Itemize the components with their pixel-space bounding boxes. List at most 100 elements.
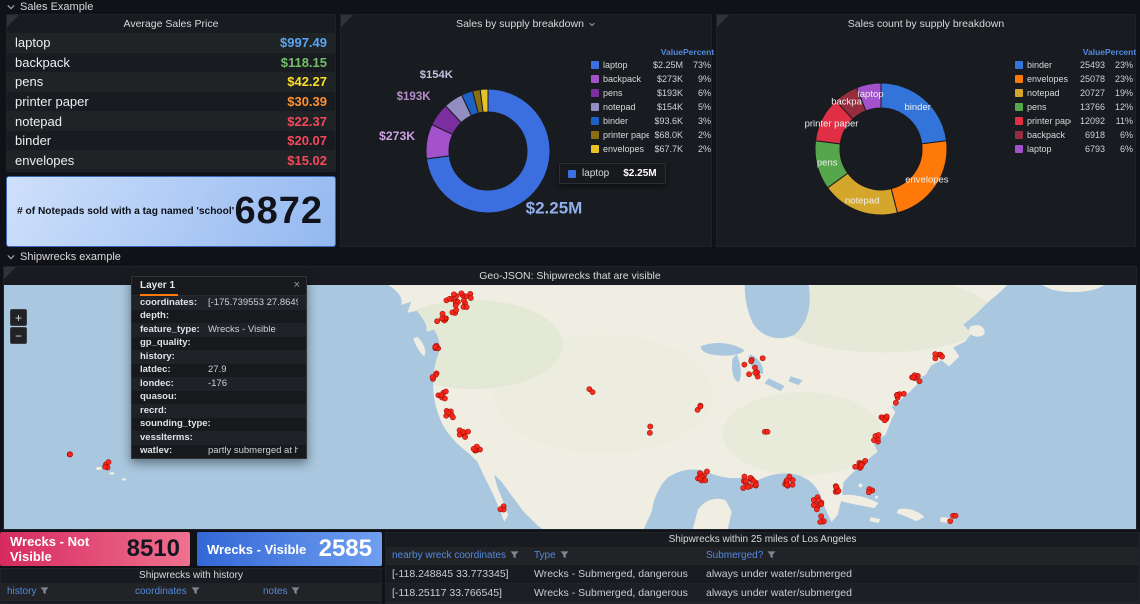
legend-item[interactable]: pens 13766 12% xyxy=(1015,100,1133,114)
legend-header-percent[interactable]: Percent xyxy=(1105,46,1137,57)
zoom-out-button[interactable]: − xyxy=(10,327,27,344)
map-marker[interactable] xyxy=(470,445,477,452)
table-header-submerged-[interactable]: Submerged? xyxy=(700,550,1139,562)
panel-title-sales-count[interactable]: Sales count by supply breakdown xyxy=(847,18,1005,30)
filter-icon[interactable] xyxy=(191,586,200,598)
map-marker[interactable] xyxy=(745,484,751,490)
panel-title-geomap[interactable]: Geo-JSON: Shipwrecks that are visible xyxy=(479,270,661,282)
map-marker[interactable] xyxy=(752,364,758,371)
legend-item[interactable]: binder 25493 23% xyxy=(1015,58,1133,72)
map-marker[interactable] xyxy=(741,473,748,480)
map-marker[interactable] xyxy=(463,304,470,310)
map-marker[interactable] xyxy=(439,315,446,322)
legend-item[interactable]: backpack 6918 6% xyxy=(1015,128,1133,142)
legend-header-value[interactable]: Value xyxy=(1082,46,1105,57)
map-marker[interactable] xyxy=(460,297,467,304)
map-marker[interactable] xyxy=(102,463,109,470)
pie-slice-envelopes[interactable] xyxy=(479,88,489,113)
map-marker[interactable] xyxy=(865,489,872,496)
map-marker[interactable] xyxy=(817,519,824,525)
map-marker[interactable] xyxy=(742,478,749,485)
map-marker[interactable] xyxy=(453,307,460,313)
legend-item[interactable]: printer paper 12092 11% xyxy=(1015,114,1133,128)
map-marker[interactable] xyxy=(910,374,917,381)
pie-slice-laptop[interactable] xyxy=(856,82,882,112)
filter-icon[interactable] xyxy=(767,550,776,562)
map-marker[interactable] xyxy=(932,351,939,358)
legend-item[interactable]: envelopes $67.7K 2% xyxy=(591,142,711,156)
map-marker[interactable] xyxy=(786,473,793,480)
legend-item[interactable]: binder $93.6K 3% xyxy=(591,114,711,128)
map-marker[interactable] xyxy=(445,409,452,416)
table-header-type[interactable]: Type xyxy=(528,550,700,562)
map-marker[interactable] xyxy=(746,371,752,378)
panel-title-sales-breakdown[interactable]: Sales by supply breakdown xyxy=(456,18,584,30)
map-marker[interactable] xyxy=(67,451,73,458)
panel-title-shipwrecks-la[interactable]: Shipwrecks within 25 miles of Los Angele… xyxy=(668,534,857,545)
map-marker[interactable] xyxy=(759,355,766,362)
map-marker[interactable] xyxy=(462,434,468,440)
map-marker[interactable] xyxy=(741,361,748,368)
map-marker[interactable] xyxy=(704,468,710,475)
map-marker[interactable] xyxy=(697,403,704,410)
map-marker[interactable] xyxy=(952,512,959,519)
panel-info-corner-icon[interactable] xyxy=(341,15,353,27)
legend-item[interactable]: laptop 6793 6% xyxy=(1015,142,1133,156)
map-marker[interactable] xyxy=(875,432,882,438)
panel-info-corner-icon[interactable] xyxy=(7,15,19,27)
row-header-shipwrecks[interactable]: Shipwrecks example xyxy=(7,251,121,263)
legend-item[interactable]: envelopes 25078 23% xyxy=(1015,72,1133,86)
map-marker[interactable] xyxy=(748,358,755,365)
map-marker[interactable] xyxy=(452,302,459,309)
table-header-nearby-wreck-coordinates[interactable]: nearby wreck coordinates xyxy=(386,550,528,562)
table-header-coordinates[interactable]: coordinates xyxy=(129,586,257,598)
pie-slice-binder[interactable] xyxy=(880,82,948,145)
map-marker[interactable] xyxy=(497,506,504,513)
map-marker[interactable] xyxy=(862,457,869,464)
map-marker[interactable] xyxy=(450,414,456,421)
map-marker[interactable] xyxy=(647,423,654,430)
map-marker[interactable] xyxy=(646,430,653,436)
map-marker[interactable] xyxy=(438,392,445,399)
map-marker[interactable] xyxy=(750,477,757,484)
filter-icon[interactable] xyxy=(40,586,50,598)
zoom-in-button[interactable]: + xyxy=(10,309,27,326)
map-marker[interactable] xyxy=(434,318,441,325)
map-marker[interactable] xyxy=(441,395,448,402)
map-marker[interactable] xyxy=(833,483,840,490)
panel-menu-caret-icon[interactable] xyxy=(588,15,596,33)
map-marker[interactable] xyxy=(752,370,759,376)
map-marker[interactable] xyxy=(883,413,890,420)
map-marker[interactable] xyxy=(764,428,771,435)
map-marker[interactable] xyxy=(740,485,747,491)
map-marker[interactable] xyxy=(105,459,112,466)
filter-icon[interactable] xyxy=(510,550,519,562)
map-marker[interactable] xyxy=(939,353,945,360)
map-marker[interactable] xyxy=(446,295,453,302)
panel-info-corner-icon[interactable] xyxy=(4,267,16,279)
map-marker[interactable] xyxy=(818,501,825,508)
map-marker[interactable] xyxy=(916,378,923,385)
map-marker[interactable] xyxy=(858,461,865,468)
panel-title-shipwrecks-history[interactable]: Shipwrecks with history xyxy=(139,570,243,581)
map-marker[interactable] xyxy=(852,463,859,470)
map-marker[interactable] xyxy=(815,497,822,504)
map-marker[interactable] xyxy=(429,374,436,381)
map-marker[interactable] xyxy=(696,475,703,482)
map-marker[interactable] xyxy=(783,481,790,488)
map-marker[interactable] xyxy=(465,428,471,435)
map-marker[interactable] xyxy=(813,506,820,513)
map-marker[interactable] xyxy=(818,513,825,520)
legend-item[interactable]: pens $193K 6% xyxy=(591,86,711,100)
map-marker[interactable] xyxy=(947,518,954,524)
legend-item[interactable]: notepad $154K 5% xyxy=(591,100,711,114)
legend-header-percent[interactable]: Percent xyxy=(683,46,715,57)
map-marker[interactable] xyxy=(451,291,457,298)
map-marker[interactable] xyxy=(442,388,449,395)
table-header-history[interactable]: history xyxy=(1,586,129,598)
map-marker[interactable] xyxy=(460,429,467,435)
legend-item[interactable]: printer paper $68.0K 2% xyxy=(591,128,711,142)
map-marker[interactable] xyxy=(900,390,907,397)
filter-icon[interactable] xyxy=(291,586,301,598)
legend-header-value[interactable]: Value xyxy=(660,46,683,57)
